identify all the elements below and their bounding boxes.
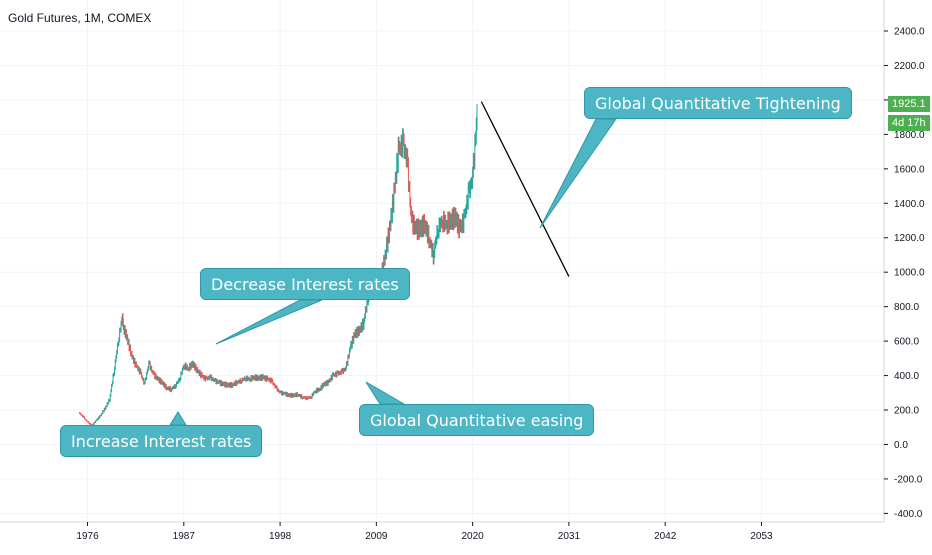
price-bars [79, 104, 478, 426]
x-tick-label: 1987 [173, 531, 196, 542]
callout-pointers [169, 118, 617, 426]
y-tick-label: 400.0 [894, 371, 919, 382]
x-tick-label: 2042 [654, 531, 677, 542]
projection-line [480, 101, 570, 277]
x-tick-label: 2053 [750, 531, 773, 542]
y-tick-label: 1000.0 [894, 268, 925, 279]
y-tick-label: 1200.0 [894, 233, 925, 244]
y-tick-label: 1400.0 [894, 199, 925, 210]
y-tick-label: 1800.0 [894, 130, 925, 141]
x-tick-label: 1976 [76, 531, 99, 542]
x-tick-label: 1998 [269, 531, 292, 542]
x-tick-label: 2009 [365, 531, 388, 542]
y-tick-label: 1600.0 [894, 164, 925, 175]
callout-pointer [215, 299, 323, 345]
callout-global-quantitative-tightening[interactable]: Global Quantitative Tightening [584, 87, 852, 119]
countdown-tag: 4d 17h [888, 115, 930, 131]
projection-layer [480, 101, 570, 277]
y-tick-label: 0.0 [894, 440, 908, 451]
time-axis[interactable]: 1976 1987 1998 2009 2020 2031 2042 2053 [76, 522, 773, 542]
y-tick-label: -400.0 [894, 509, 923, 520]
y-tick-label: 2400.0 [894, 27, 925, 38]
callout-decrease-interest-rates[interactable]: Decrease Interest rates [200, 268, 410, 300]
callout-increase-interest-rates[interactable]: Increase Interest rates [60, 425, 263, 457]
chart-title: Gold Futures, 1M, COMEX [8, 11, 152, 25]
x-tick-label: 2020 [462, 531, 485, 542]
y-tick-label: 600.0 [894, 337, 919, 348]
y-tick-label: 2200.0 [894, 61, 925, 72]
price-axis[interactable]: 2400.02200.02000.01800.01600.01400.01200… [884, 27, 925, 520]
last-price-tag: 1925.1 [888, 96, 930, 112]
y-tick-label: 800.0 [894, 302, 919, 313]
x-tick-label: 2031 [558, 531, 581, 542]
callout-pointer [539, 118, 617, 229]
callout-global-quantitative-easing[interactable]: Global Quantitative easing [359, 404, 595, 436]
y-tick-label: -200.0 [894, 474, 923, 485]
y-tick-label: 200.0 [894, 406, 919, 417]
callout-pointer [365, 381, 406, 405]
